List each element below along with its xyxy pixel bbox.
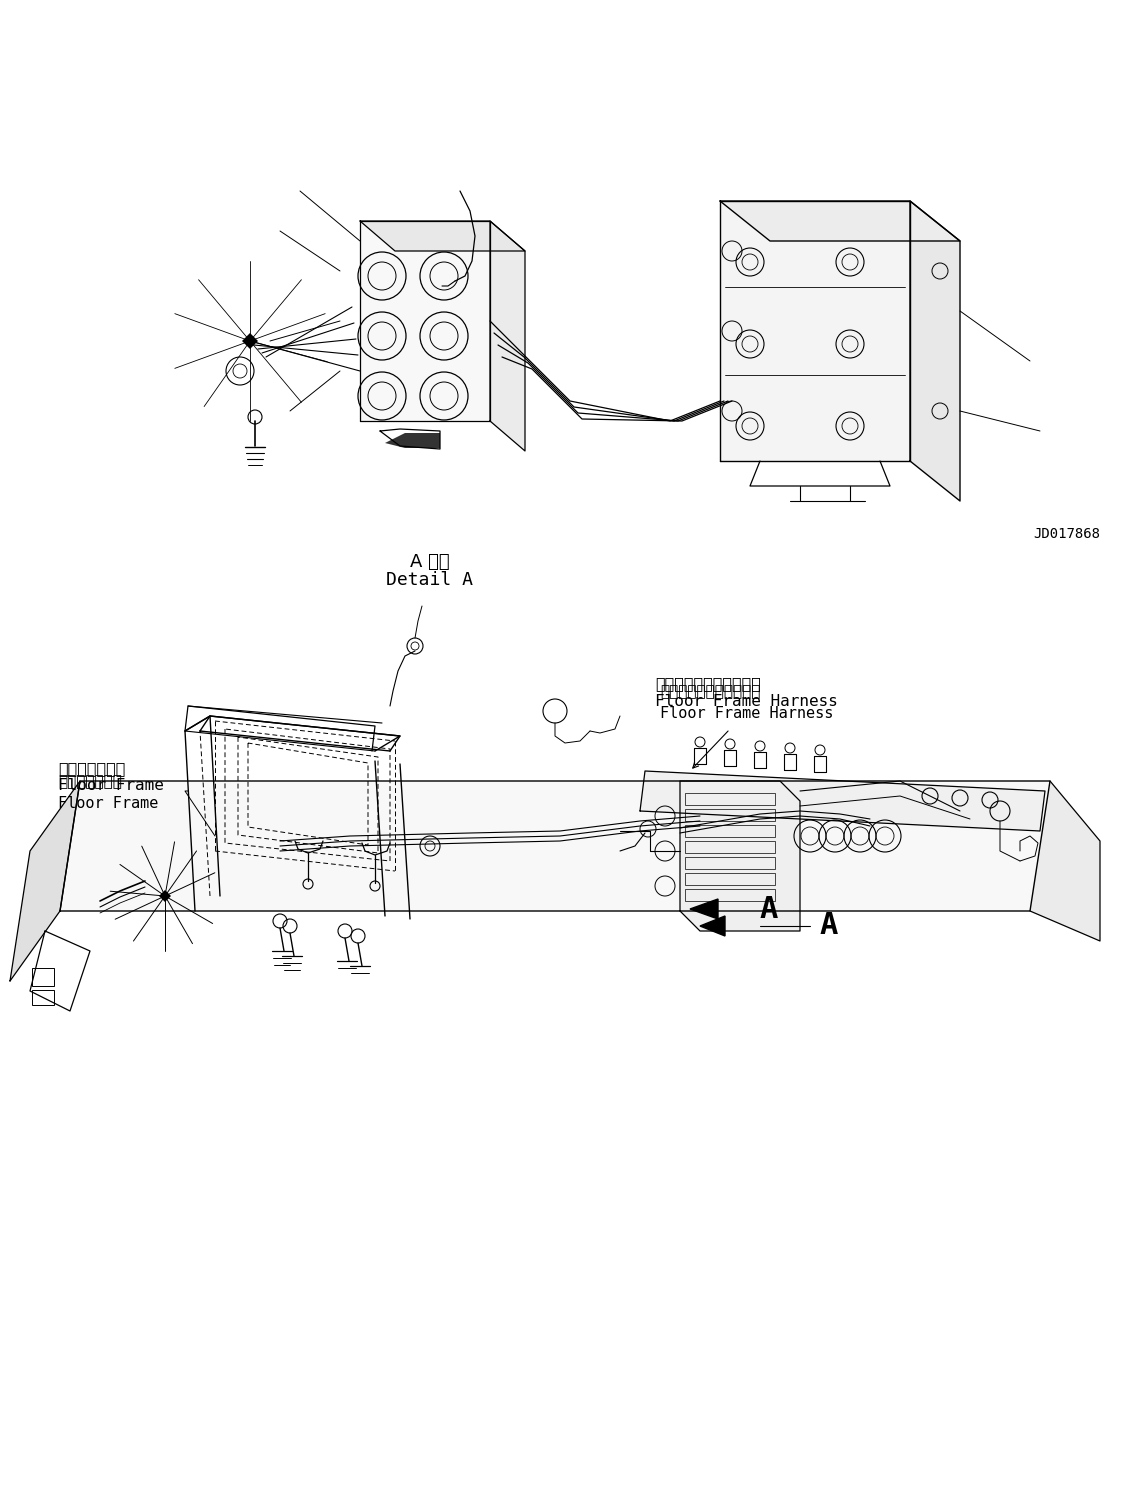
Text: A 詳細: A 詳細 <box>410 553 449 571</box>
Polygon shape <box>242 332 258 349</box>
Text: Floor Frame Harness: Floor Frame Harness <box>655 693 838 710</box>
Bar <box>686 889 775 901</box>
Polygon shape <box>159 890 171 902</box>
Polygon shape <box>720 201 910 461</box>
Bar <box>686 825 775 836</box>
Text: フロアフレーム: フロアフレーム <box>58 760 125 775</box>
Bar <box>686 874 775 886</box>
Text: Floor Frame: Floor Frame <box>58 796 159 811</box>
Text: フロアフレームハーネス: フロアフレームハーネス <box>659 684 760 699</box>
Polygon shape <box>700 915 725 936</box>
Bar <box>686 810 775 822</box>
Bar <box>686 793 775 805</box>
Text: JD017868: JD017868 <box>1033 526 1100 541</box>
Bar <box>686 841 775 853</box>
Polygon shape <box>680 781 800 930</box>
Text: フロアフレーム: フロアフレーム <box>58 774 121 789</box>
Bar <box>686 857 775 869</box>
Bar <box>32 990 54 1005</box>
Text: Floor Frame Harness: Floor Frame Harness <box>659 707 833 722</box>
Text: A: A <box>760 895 779 923</box>
Polygon shape <box>640 771 1045 830</box>
Text: Detail A: Detail A <box>387 571 473 589</box>
Polygon shape <box>1029 781 1100 941</box>
Polygon shape <box>910 201 960 501</box>
Text: A: A <box>819 911 839 941</box>
Polygon shape <box>690 899 718 918</box>
Text: フロアフレームハーネス: フロアフレームハーネス <box>655 675 760 690</box>
Polygon shape <box>720 201 960 242</box>
Polygon shape <box>10 781 79 981</box>
Text: Floor Frame: Floor Frame <box>58 778 163 793</box>
Polygon shape <box>360 221 490 420</box>
Polygon shape <box>60 781 1050 911</box>
Polygon shape <box>360 221 526 250</box>
Bar <box>32 968 54 986</box>
Polygon shape <box>385 432 440 447</box>
Polygon shape <box>490 221 526 450</box>
